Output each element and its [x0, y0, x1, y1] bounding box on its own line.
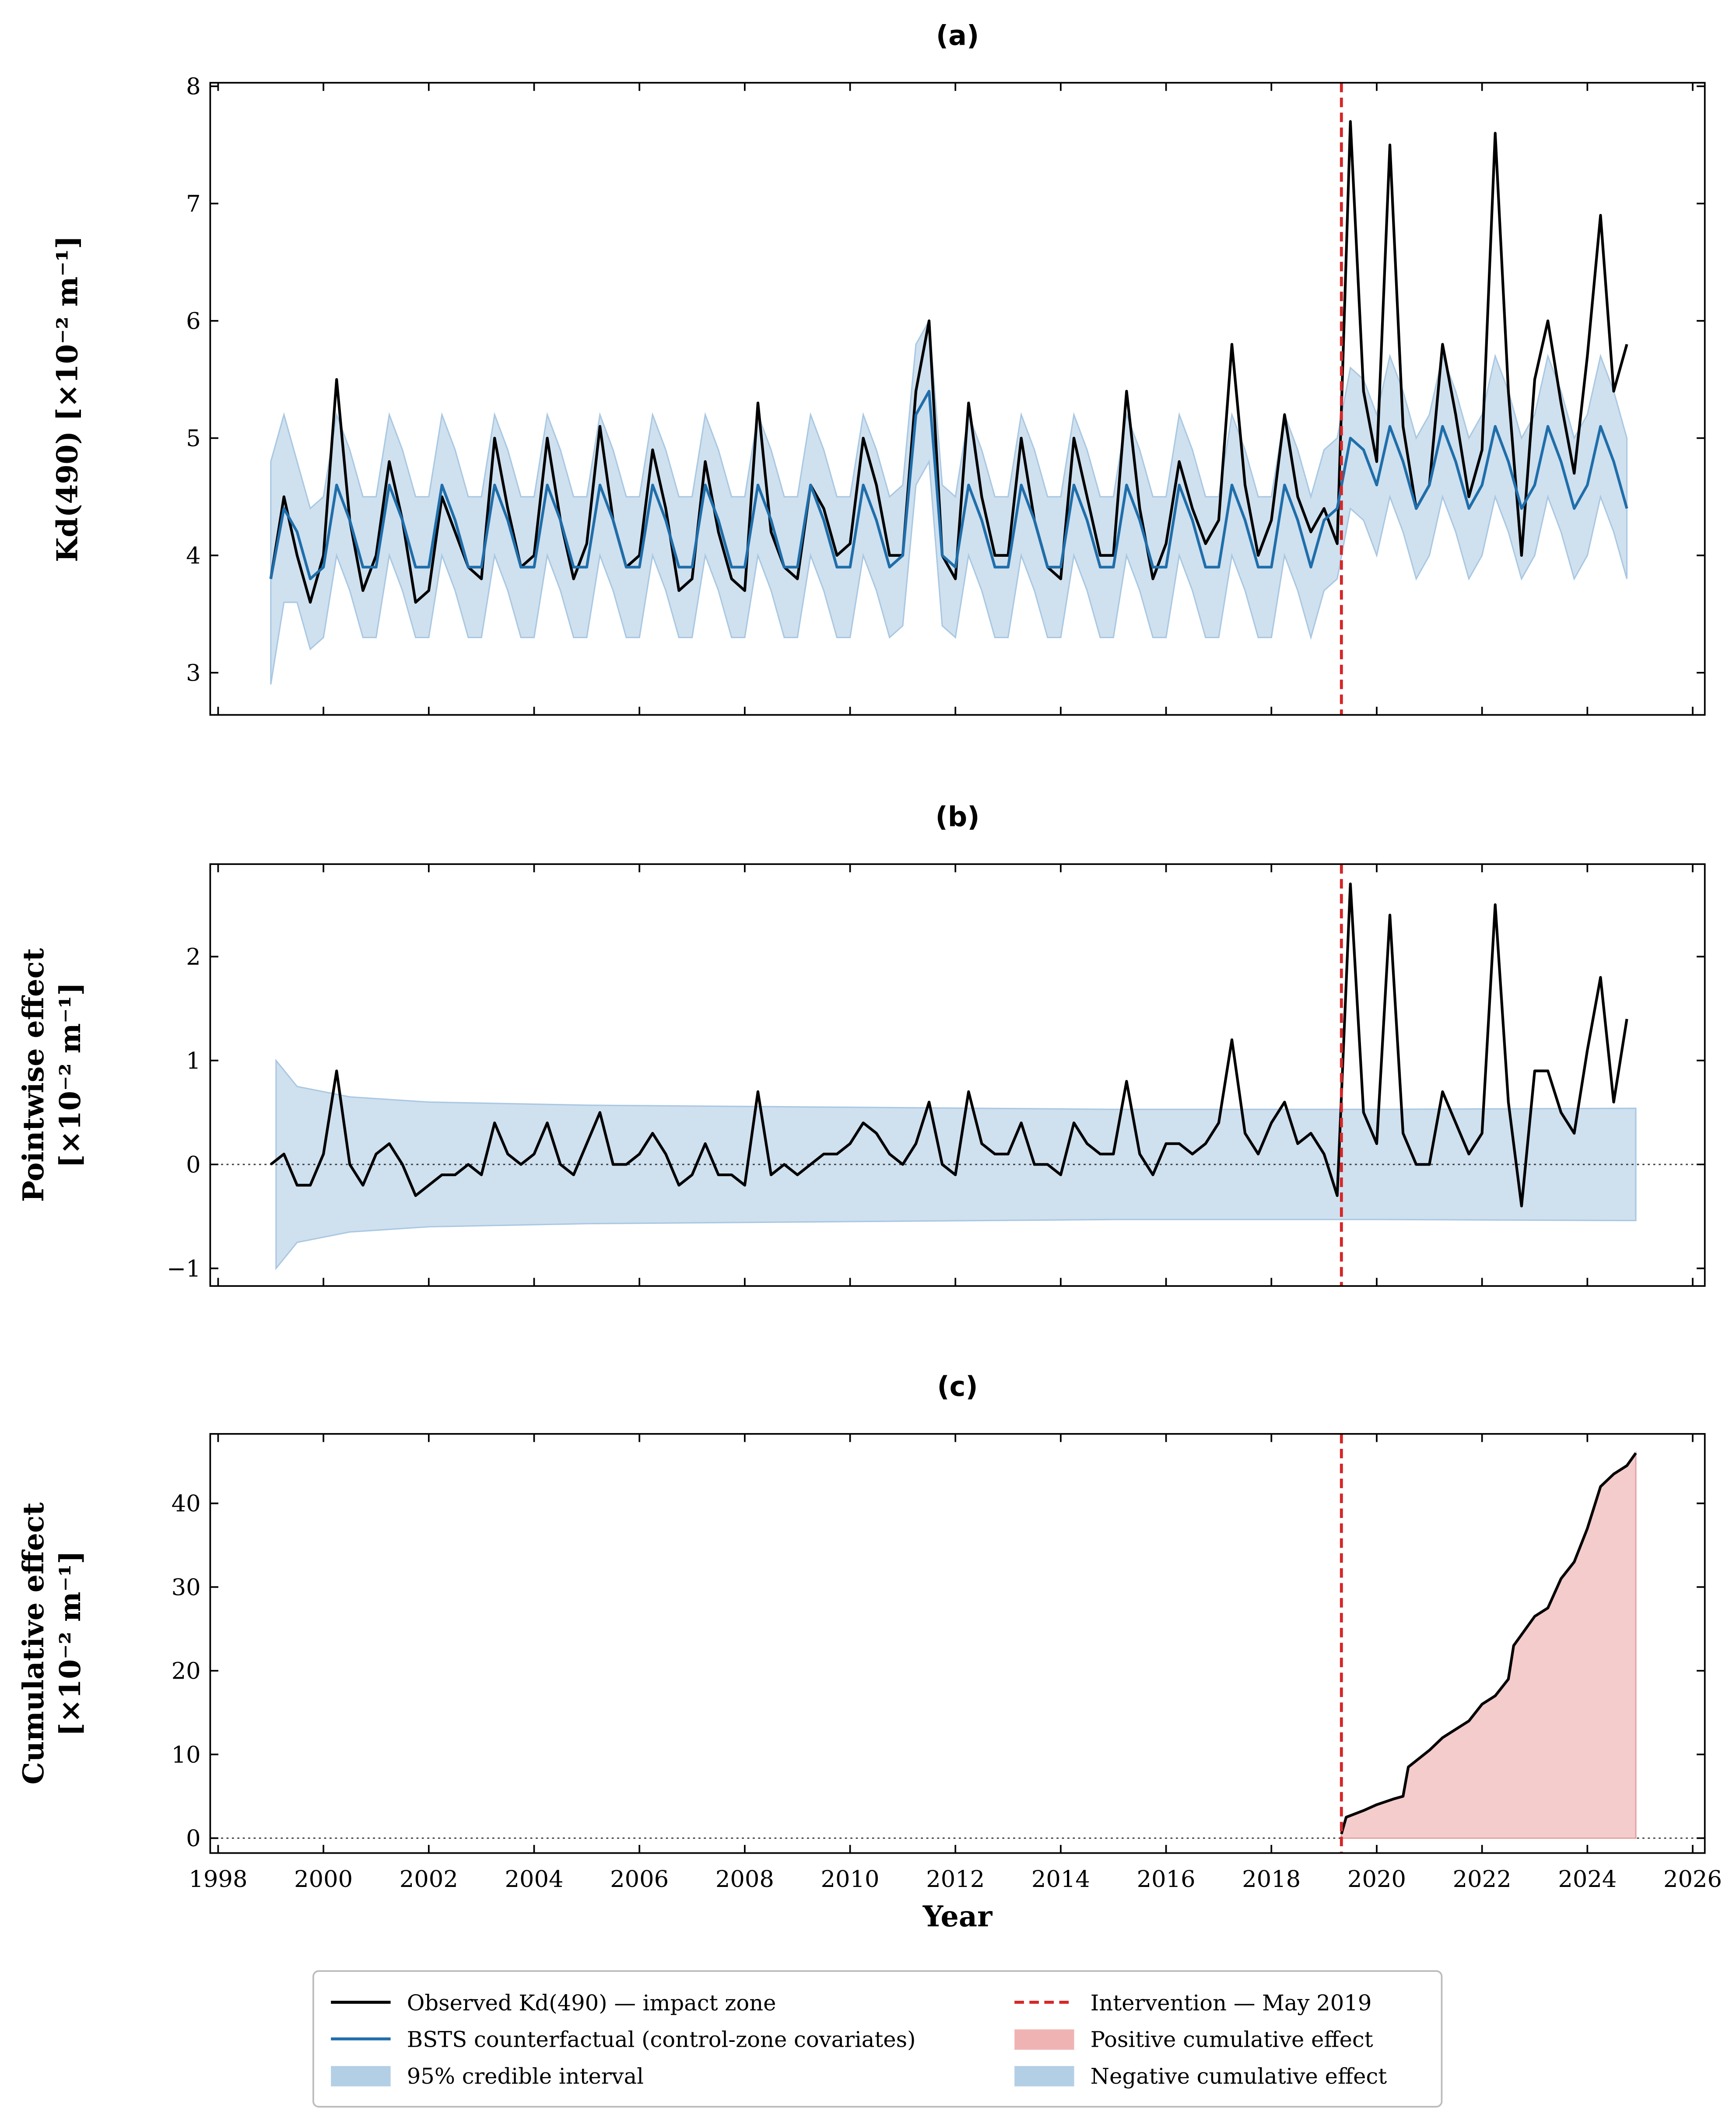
y-tick-label: 1	[186, 1047, 201, 1074]
y-axis-label: Kd(490) [×10⁻² m⁻¹]	[51, 235, 84, 562]
y-axis-label: Pointwise effect	[17, 948, 50, 1202]
y-tick-label: 30	[172, 1574, 201, 1601]
legend-label: Positive cumulative effect	[1091, 2027, 1373, 2052]
legend-swatch	[1014, 2066, 1074, 2087]
y-tick-label: 6	[186, 308, 201, 335]
x-tick-label: 2018	[1242, 1866, 1301, 1893]
y-tick-label: 0	[186, 1825, 201, 1852]
x-tick-label: 2004	[505, 1866, 563, 1893]
x-tick-label: 2002	[400, 1866, 458, 1893]
legend-box	[312, 1970, 1443, 2108]
x-tick-label: 2008	[715, 1866, 774, 1893]
legend-label: Observed Kd(490) — impact zone	[407, 1990, 776, 2016]
x-tick-label: 2024	[1558, 1866, 1617, 1893]
x-tick-label: 1998	[189, 1866, 247, 1893]
legend-swatch	[1014, 2029, 1074, 2050]
legend-label: BSTS counterfactual (control-zone covari…	[407, 2027, 916, 2052]
y-tick-label: 40	[172, 1490, 201, 1517]
y-tick-label: 8	[186, 74, 201, 100]
legend-label: 95% credible interval	[407, 2063, 644, 2089]
plot-frame	[209, 82, 1706, 716]
legend-label: Negative cumulative effect	[1091, 2063, 1387, 2089]
x-tick-label: 2016	[1137, 1866, 1196, 1893]
x-tick-label: 2022	[1453, 1866, 1512, 1893]
x-tick-label: 2020	[1347, 1866, 1406, 1893]
y-tick-label: 3	[186, 660, 201, 686]
series-line	[270, 882, 1628, 1208]
x-tick-label: 2012	[926, 1866, 985, 1893]
y-tick-label: 5	[186, 425, 201, 452]
y-tick-label: 10	[172, 1742, 201, 1768]
y-tick-label: 2	[186, 944, 201, 970]
series-line	[269, 120, 1628, 604]
y-tick-label: 0	[186, 1152, 201, 1178]
x-tick-label: 2026	[1663, 1866, 1722, 1893]
y-axis-label: [×10⁻² m⁻¹]	[54, 982, 87, 1168]
x-tick-label: 2000	[294, 1866, 353, 1893]
legend-label: Intervention — May 2019	[1091, 1990, 1372, 2016]
plot-frame	[209, 1433, 1706, 1854]
x-tick-label: 2014	[1031, 1866, 1090, 1893]
y-tick-label: −1	[167, 1255, 201, 1282]
y-tick-label: 20	[172, 1658, 201, 1685]
y-axis-label: Cumulative effect	[17, 1502, 50, 1785]
x-tick-label: 2006	[610, 1866, 669, 1893]
y-tick-label: 7	[186, 191, 201, 218]
panel-title: (c)	[937, 1370, 978, 1402]
panel-title: (b)	[936, 801, 980, 833]
x-axis-label: Year	[922, 1900, 993, 1933]
y-axis-label: [×10⁻² m⁻¹]	[54, 1551, 87, 1736]
plot-frame	[209, 863, 1706, 1287]
series-line	[1340, 1452, 1637, 1834]
legend-swatch	[331, 2066, 391, 2087]
x-tick-label: 2010	[821, 1866, 880, 1893]
credible-band	[270, 318, 1628, 685]
panel-title: (a)	[936, 19, 979, 51]
series-line	[269, 390, 1628, 580]
y-tick-label: 4	[186, 542, 201, 569]
